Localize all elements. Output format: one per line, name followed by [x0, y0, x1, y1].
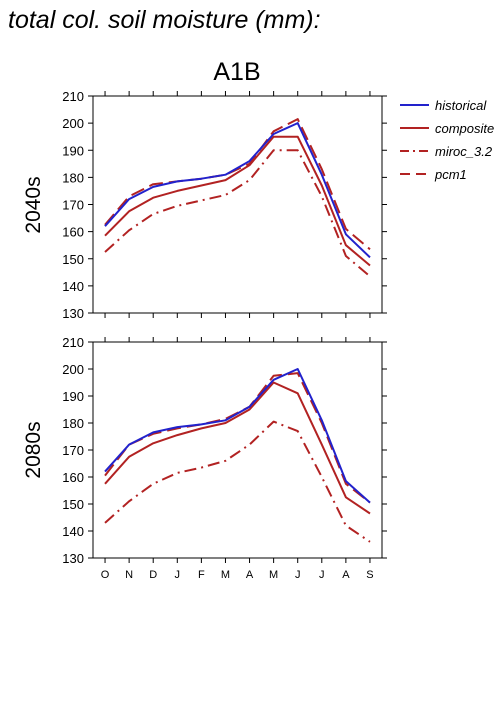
x-tick-label: M — [269, 569, 278, 581]
y-tick-label: 160 — [62, 470, 84, 485]
x-tick-label: J — [295, 569, 301, 581]
y-tick-label: 190 — [62, 143, 84, 158]
x-tick-label: F — [198, 569, 205, 581]
series-line-pcm1 — [104, 372, 371, 504]
x-tick-label: J — [319, 569, 325, 581]
x-tick-label: S — [366, 569, 373, 581]
x-tick-label: O — [101, 569, 110, 581]
y-tick-label: 140 — [62, 524, 84, 539]
y-tick-label: 150 — [62, 252, 84, 267]
y-tick-label: 130 — [62, 306, 84, 321]
series-line-composite — [104, 381, 371, 515]
chart-title: A1B — [213, 58, 260, 86]
series-line-miroc-3-2 — [104, 149, 371, 278]
x-tick-label: A — [246, 569, 254, 581]
series-line-pcm1 — [104, 118, 371, 251]
series-line-composite — [104, 135, 371, 267]
panel-2040s: 130 140 150 160 170 180 190 200 210 — [62, 89, 387, 321]
y-tick-label: 150 — [62, 497, 84, 512]
y-tick-label: 180 — [62, 416, 84, 431]
plot-frame — [92, 341, 383, 559]
y-tick-label: 130 — [62, 551, 84, 566]
y-tick-label: 170 — [62, 198, 84, 213]
page-title: total col. soil moisture (mm): — [8, 6, 321, 34]
series-line-historical — [104, 368, 371, 504]
series-line-miroc-3-2 — [104, 420, 371, 543]
y-tick-label: 200 — [62, 362, 84, 377]
panel-2040s-ylabel: 2040s — [22, 176, 45, 233]
plot-frame — [92, 95, 383, 314]
legend-label-pcm1: pcm1 — [434, 167, 467, 182]
series-line-historical — [104, 122, 371, 259]
legend-label-historical: historical — [435, 98, 487, 113]
y-tick-label: 210 — [62, 89, 84, 104]
y-tick-label: 160 — [62, 225, 84, 240]
legend: historical composite miroc_3.2 pcm1 — [400, 98, 494, 182]
y-tick-label: 210 — [62, 335, 84, 350]
y-tick-label: 180 — [62, 170, 84, 185]
x-tick-label: M — [221, 569, 230, 581]
x-tick-label: N — [125, 569, 133, 581]
y-tick-label: 140 — [62, 279, 84, 294]
y-tick-label: 200 — [62, 116, 84, 131]
legend-label-composite: composite — [435, 121, 494, 136]
x-tick-label: D — [149, 569, 157, 581]
x-tick-label: A — [342, 569, 350, 581]
y-tick-label: 170 — [62, 443, 84, 458]
y-tick-label: 190 — [62, 389, 84, 404]
x-tick-label: J — [175, 569, 181, 581]
panel-2080s: 130 140 150 160 170 180 190 200 210 O N D J F M A M J J A S — [62, 335, 387, 581]
legend-label-miroc-3-2: miroc_3.2 — [435, 144, 493, 159]
panel-2080s-ylabel: 2080s — [22, 421, 45, 478]
